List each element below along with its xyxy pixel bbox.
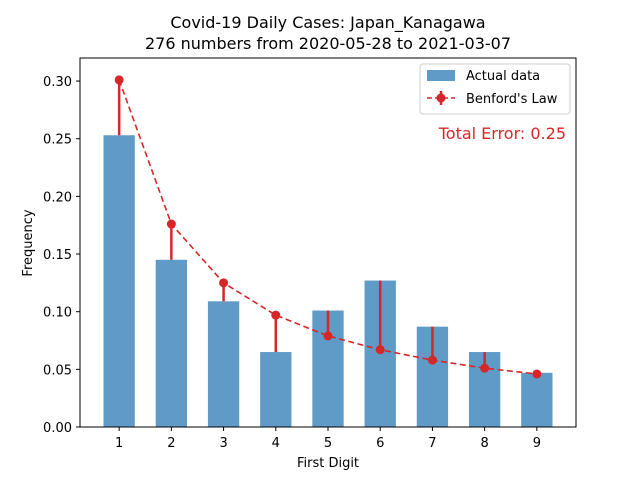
x-tick-label: 7 <box>428 436 436 451</box>
legend: Actual data Benford's Law <box>419 63 571 115</box>
bars-layer <box>103 135 553 427</box>
chart-title: Covid-19 Daily Cases: Japan_Kanagawa <box>170 13 485 33</box>
bar-digit-4 <box>260 352 292 427</box>
legend-box <box>419 63 571 115</box>
y-tick-label: 0.00 <box>43 421 72 436</box>
benford-point-digit-2 <box>166 219 176 229</box>
y-tick-label: 0.20 <box>43 190 72 205</box>
y-axis: 0.00 0.05 0.10 0.15 0.20 0.25 0.30 <box>43 75 80 436</box>
x-axis: 1 2 3 4 5 6 7 8 9 <box>115 427 541 451</box>
legend-swatch-benford-marker <box>436 93 446 103</box>
benford-point-digit-6 <box>375 345 385 355</box>
benford-point-digit-9 <box>532 369 542 379</box>
bar-digit-1 <box>103 135 135 427</box>
benford-line-layer <box>114 75 542 379</box>
x-tick-label: 9 <box>533 436 541 451</box>
x-tick-label: 2 <box>167 436 175 451</box>
benford-point-digit-4 <box>271 310 281 320</box>
x-tick-label: 4 <box>272 436 280 451</box>
total-error-annotation: Total Error: 0.25 <box>438 124 566 143</box>
x-tick-label: 3 <box>219 436 227 451</box>
benford-point-digit-5 <box>323 331 333 341</box>
chart-subtitle: 276 numbers from 2020-05-28 to 2021-03-0… <box>145 34 511 53</box>
x-axis-label: First Digit <box>297 456 359 471</box>
y-tick-label: 0.10 <box>43 306 72 321</box>
error-bars-layer <box>117 79 539 374</box>
benford-point-digit-7 <box>427 355 437 365</box>
bar-digit-9 <box>521 372 553 427</box>
y-tick-label: 0.15 <box>43 248 72 263</box>
x-tick-label: 8 <box>480 436 488 451</box>
y-tick-label: 0.25 <box>43 133 72 148</box>
y-axis-label: Frequency <box>21 209 36 276</box>
y-tick-label: 0.30 <box>43 75 72 90</box>
x-tick-label: 1 <box>115 436 123 451</box>
x-tick-label: 5 <box>324 436 332 451</box>
legend-label-benford: Benford's Law <box>466 92 558 107</box>
benford-point-digit-1 <box>114 75 124 85</box>
legend-label-actual: Actual data <box>466 69 540 84</box>
y-tick-label: 0.05 <box>43 363 72 378</box>
benford-point-digit-3 <box>219 278 229 288</box>
x-tick-label: 6 <box>376 436 384 451</box>
bar-digit-2 <box>155 259 188 427</box>
legend-swatch-actual <box>427 70 455 81</box>
bar-digit-3 <box>207 301 240 427</box>
benford-point-digit-8 <box>480 363 490 373</box>
